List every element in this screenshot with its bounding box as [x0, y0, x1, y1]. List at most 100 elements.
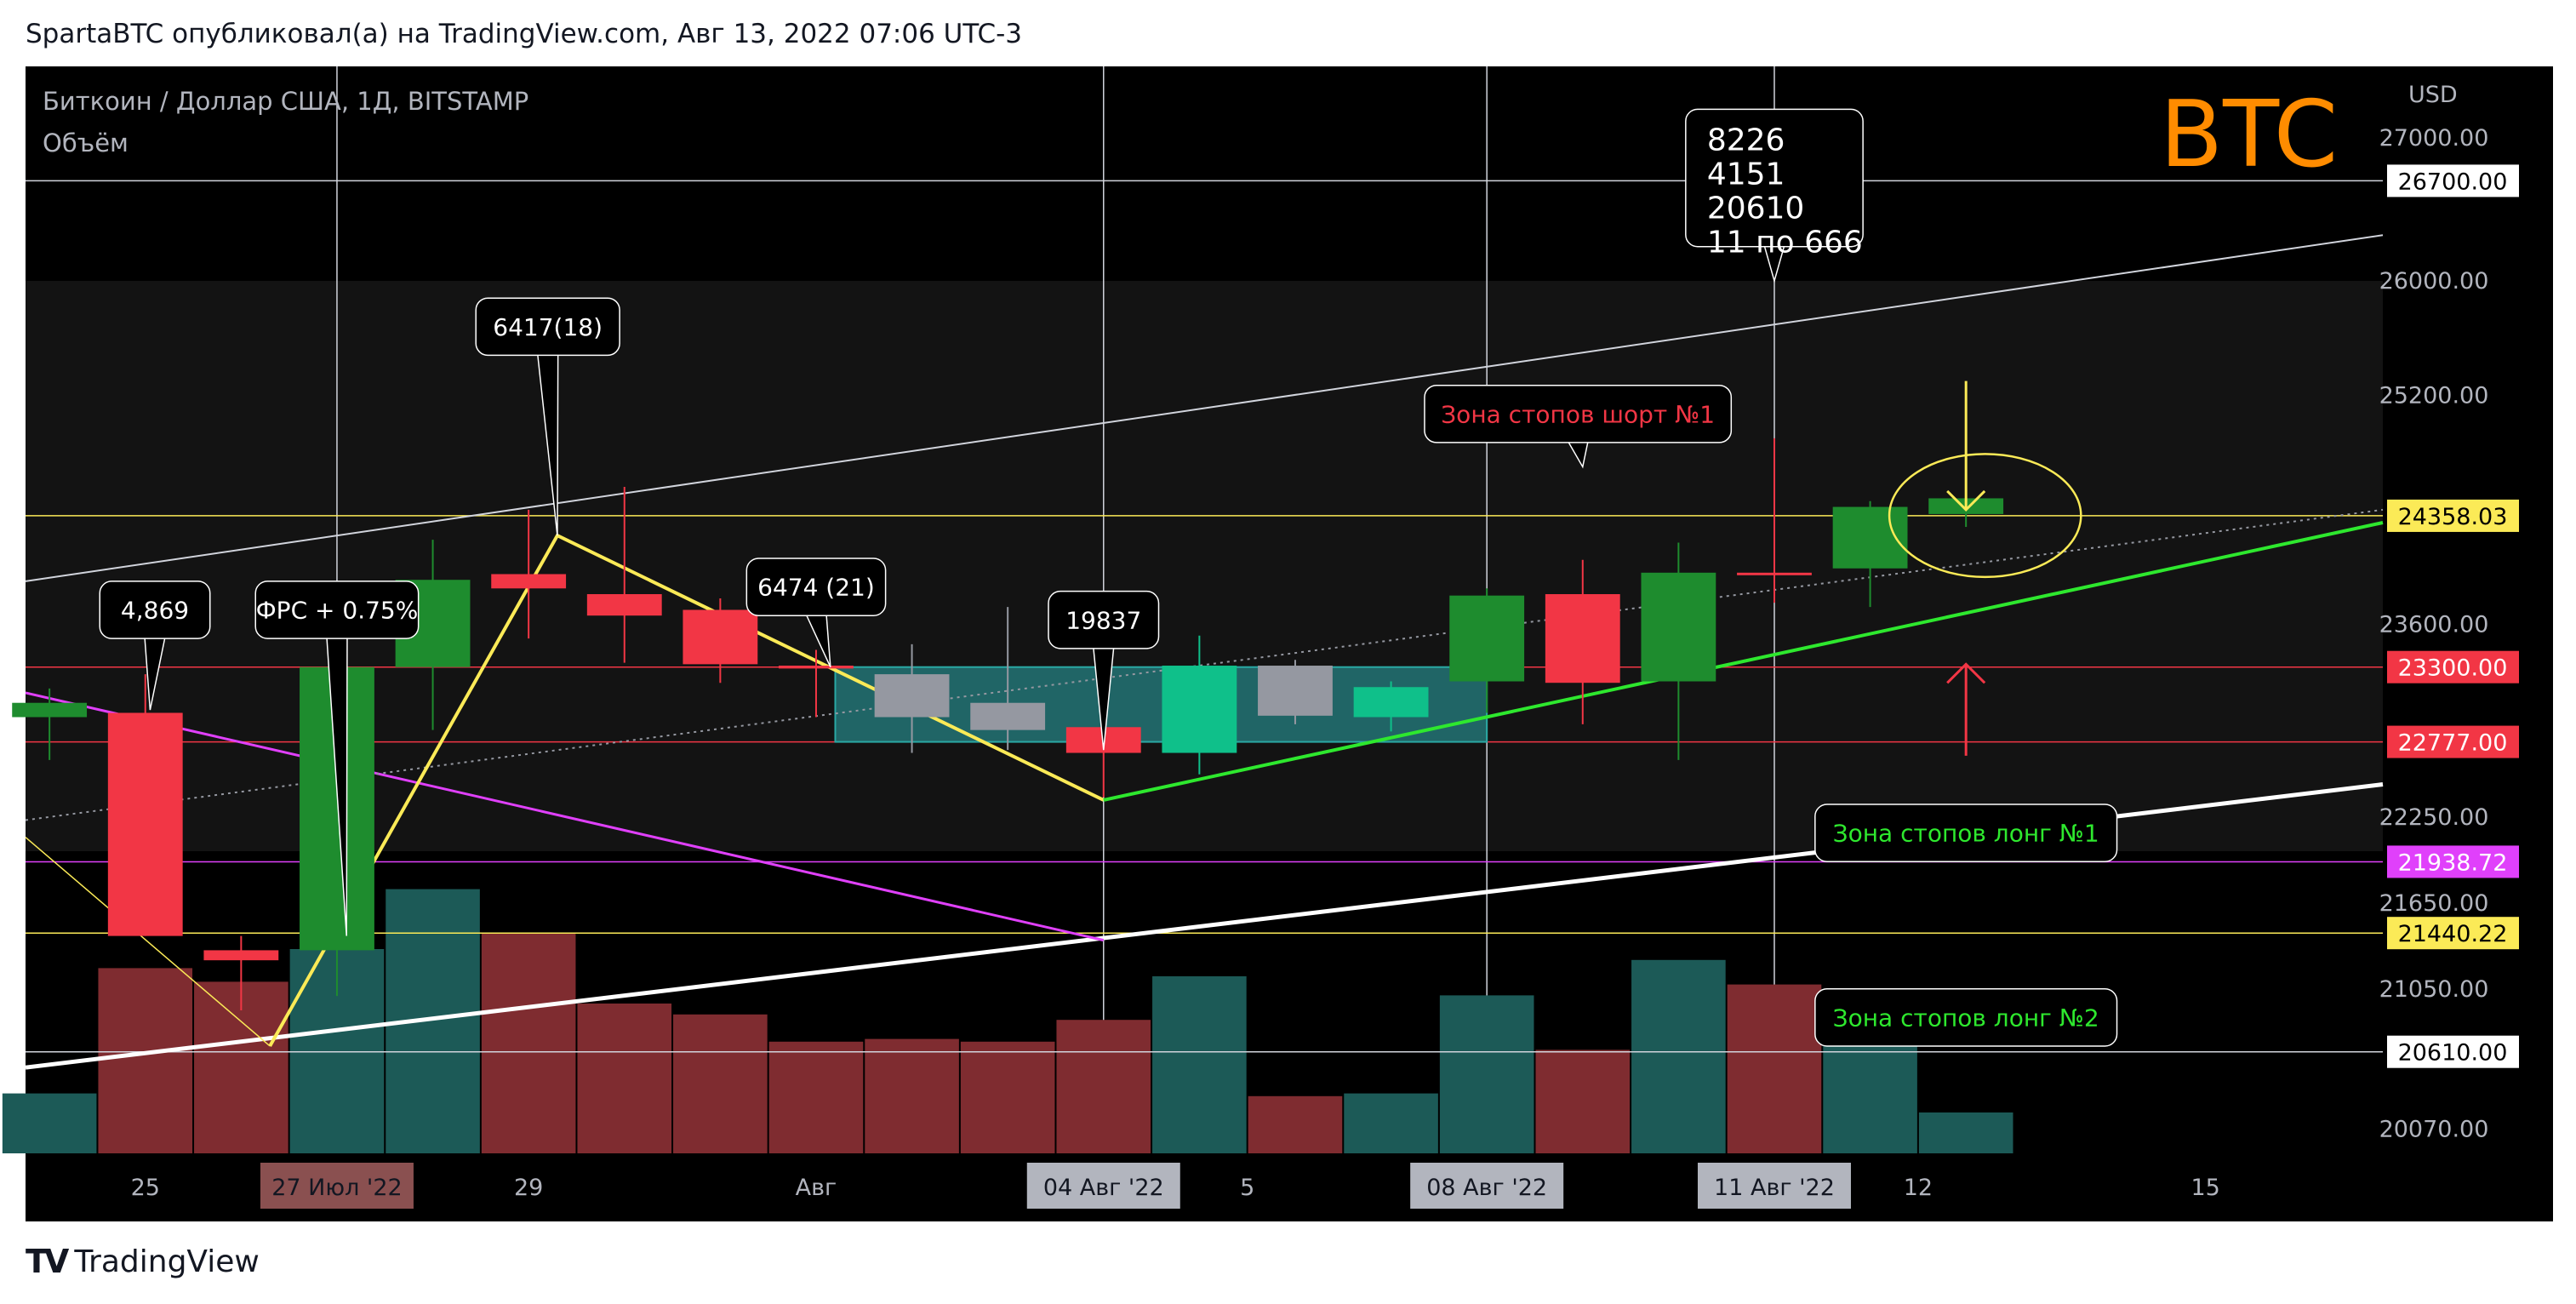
volume-bar: [1727, 984, 1822, 1153]
candle-body[interactable]: [1545, 594, 1620, 683]
candle-body[interactable]: [203, 950, 279, 961]
down-arrow-head: [1946, 489, 1986, 512]
candle-body[interactable]: [1641, 572, 1716, 682]
magenta-trend[interactable]: [25, 691, 1105, 942]
chart-title: Биткоин / Доллар США, 1Д, BITSTAMP: [43, 87, 528, 116]
time-highlight-label: 04 Авг '22: [1043, 1175, 1164, 1201]
callout-text: 4,869: [121, 597, 189, 625]
callout-box: [1048, 590, 1160, 649]
volume-bar: [1535, 1049, 1631, 1153]
callout-box: [1814, 988, 2118, 1047]
time-highlight-badge[interactable]: [260, 1163, 414, 1209]
volume-bar: [1056, 1020, 1151, 1153]
callout-4869[interactable]: 4,869: [99, 581, 211, 711]
candle-body[interactable]: [1258, 666, 1333, 716]
green-trend[interactable]: [1103, 521, 2384, 802]
time-highlight-badge[interactable]: [1697, 1163, 1851, 1209]
time-highlight-badge[interactable]: [1026, 1163, 1180, 1209]
price-level-badge[interactable]: [2387, 845, 2519, 878]
price-level-badge[interactable]: [2387, 164, 2519, 197]
price-tick-label: 22250.00: [2379, 804, 2489, 831]
btc-watermark: BTC: [2160, 82, 2338, 188]
time-highlight-badge[interactable]: [1410, 1163, 1564, 1209]
price-tick-label: 26000.00: [2379, 268, 2489, 295]
callout-box: [1685, 108, 1864, 248]
candle-body[interactable]: [683, 609, 758, 665]
price-level-label: 20610.00: [2398, 1040, 2508, 1067]
candle-body[interactable]: [1737, 572, 1812, 575]
callout-text: 20610: [1707, 191, 1805, 226]
price-tick-label: 25200.00: [2379, 382, 2489, 409]
up-arrow-head: [1946, 662, 1986, 684]
callout-box: [1814, 804, 2118, 862]
candle-body[interactable]: [107, 712, 183, 936]
price-level-badge[interactable]: [2387, 917, 2519, 950]
price-tick-label: 21050.00: [2379, 976, 2489, 1003]
candle-body[interactable]: [970, 702, 1046, 730]
price-level-label: 22777.00: [2398, 730, 2508, 757]
price-level-label: 21440.22: [2398, 921, 2508, 947]
price-level-label: 24358.03: [2398, 504, 2508, 530]
price-level-badge[interactable]: [2387, 499, 2519, 532]
volume-bar: [98, 968, 193, 1153]
dotted-trend[interactable]: [25, 508, 2384, 821]
volume-bar: [1344, 1093, 1438, 1153]
volume-bar: [2, 1093, 97, 1153]
callout-box: [1424, 384, 1733, 443]
candle-body[interactable]: [779, 666, 854, 669]
volume-bar: [577, 1004, 672, 1153]
callout-text: ФРС + 0.75%: [256, 597, 419, 625]
price-level-label: 21938.72: [2398, 849, 2508, 876]
candle-body[interactable]: [1162, 666, 1237, 753]
callout-text: 4151: [1707, 157, 1785, 192]
callout-stops-long-2[interactable]: Зона стопов лонг №2: [1814, 988, 2118, 1047]
callout-box: [475, 297, 620, 357]
callout-text: 11 по 666: [1707, 225, 1863, 260]
candle-body[interactable]: [586, 594, 662, 616]
thin-yellow[interactable]: [25, 837, 271, 1047]
volume-bar: [1439, 995, 1534, 1153]
chart-subtitle: Объём: [43, 129, 129, 157]
callout-box: [745, 558, 887, 616]
price-tick-label: 23600.00: [2379, 611, 2489, 638]
price-tick-label: 27000.00: [2379, 125, 2489, 152]
callout-6474[interactable]: 6474 (21): [745, 558, 887, 668]
footer-brand[interactable]: TV TradingView: [26, 1243, 260, 1280]
candle-body[interactable]: [1353, 687, 1429, 718]
callout-box: [254, 581, 420, 639]
candle-body[interactable]: [874, 674, 950, 718]
volume-bar: [865, 1038, 959, 1153]
time-tick-label: 25: [131, 1175, 160, 1201]
callout-stops-long-1[interactable]: Зона стопов лонг №1: [1814, 804, 2118, 862]
callout-19837[interactable]: 19837: [1048, 590, 1160, 751]
price-level-badge[interactable]: [2387, 725, 2519, 758]
volume-bar: [1823, 1044, 1917, 1153]
candle-body[interactable]: [491, 574, 567, 589]
price-level-badge[interactable]: [2387, 1035, 2519, 1068]
highlight-circle[interactable]: [1888, 453, 2082, 579]
callout-box: [99, 581, 211, 639]
channel-top[interactable]: [25, 234, 2384, 582]
callout-fed[interactable]: ФРС + 0.75%: [254, 581, 420, 936]
time-highlight-label: 27 Июл '22: [271, 1175, 402, 1201]
footer-brand-text: TradingView: [74, 1244, 260, 1279]
callout-text: 19837: [1065, 606, 1141, 634]
volume-bar: [1918, 1112, 2013, 1153]
volume-bar: [673, 1014, 768, 1153]
callout-6417[interactable]: 6417(18): [475, 297, 620, 536]
callout-stops-short-1[interactable]: Зона стопов шорт №1: [1424, 384, 1733, 469]
time-tick-label: 29: [514, 1175, 543, 1201]
chart-upper-band: [26, 281, 2383, 851]
volume-bar: [1152, 976, 1247, 1153]
callout-text: 6417(18): [493, 313, 603, 341]
price-level-badge[interactable]: [2387, 650, 2519, 683]
callout-text: Зона стопов шорт №1: [1441, 400, 1715, 428]
candle-body[interactable]: [12, 702, 88, 718]
volume-bar: [768, 1041, 864, 1153]
callout-text: 8226: [1707, 123, 1785, 157]
candle-body[interactable]: [1449, 595, 1525, 682]
time-tick-label: Авг: [796, 1175, 837, 1201]
publisher-header: SpartaBTC опубликовал(а) на TradingView.…: [26, 19, 1023, 49]
